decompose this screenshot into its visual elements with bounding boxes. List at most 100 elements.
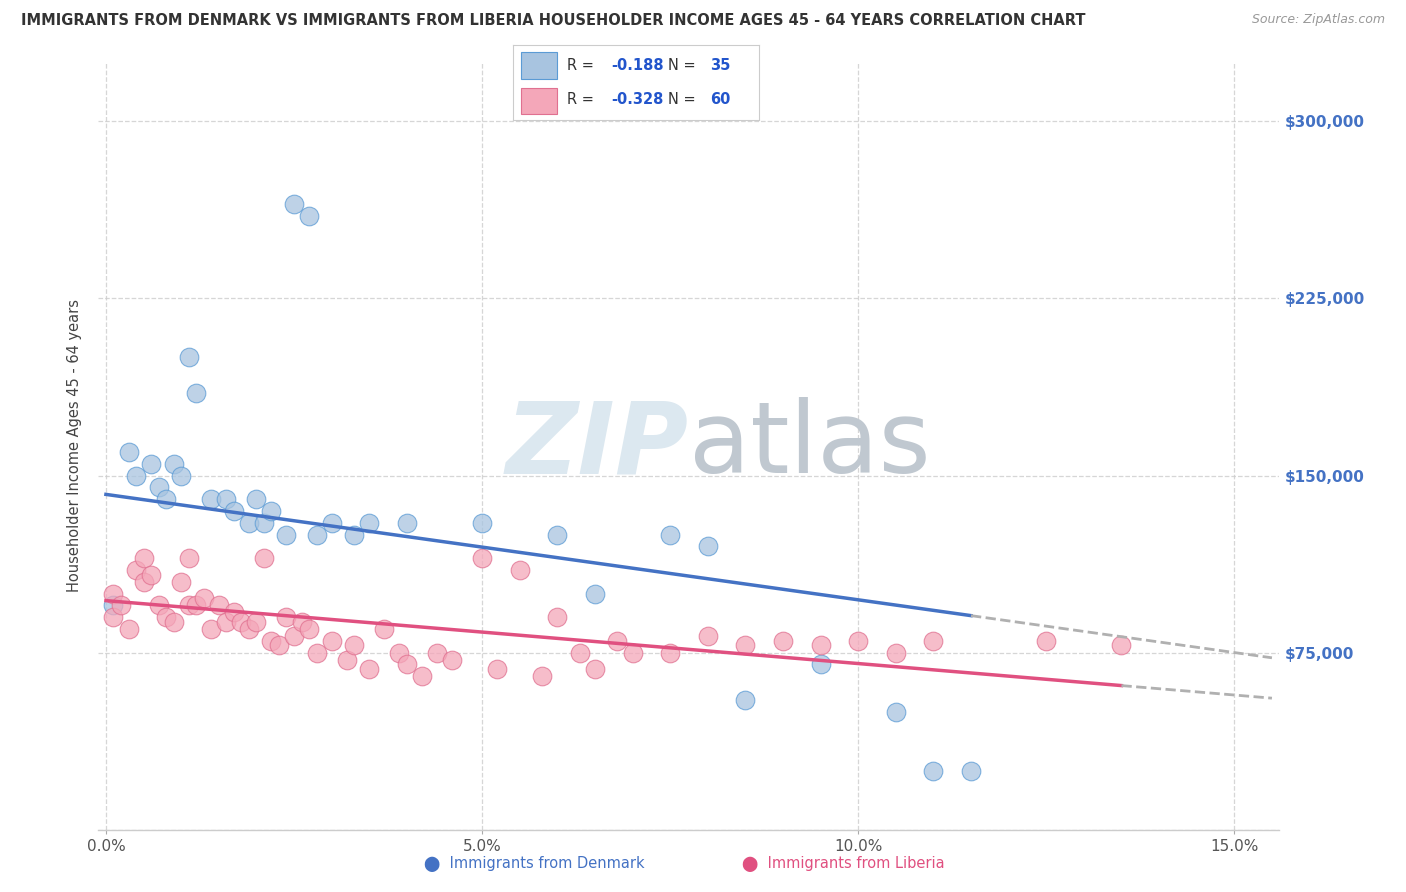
- Point: [155, 492, 177, 507]
- Text: atlas: atlas: [689, 398, 931, 494]
- Point: [486, 662, 509, 676]
- Point: [177, 599, 200, 613]
- Point: [193, 591, 215, 606]
- Text: N =: N =: [668, 92, 700, 107]
- Point: [305, 527, 328, 541]
- Point: [922, 764, 945, 778]
- Point: [208, 599, 231, 613]
- Point: [305, 646, 328, 660]
- Point: [846, 633, 869, 648]
- Point: [222, 504, 245, 518]
- Point: [163, 457, 186, 471]
- Point: [276, 610, 298, 624]
- Point: [531, 669, 554, 683]
- Point: [117, 622, 139, 636]
- Point: [103, 599, 125, 613]
- Point: [170, 468, 193, 483]
- Point: [546, 527, 568, 541]
- Point: [696, 539, 718, 553]
- Text: N =: N =: [668, 58, 700, 73]
- Point: [810, 657, 832, 672]
- Point: [139, 567, 162, 582]
- Point: [884, 646, 907, 660]
- Text: ZIP: ZIP: [506, 398, 689, 494]
- Text: ⬤  Immigrants from Liberia: ⬤ Immigrants from Liberia: [742, 856, 945, 872]
- Point: [139, 457, 162, 471]
- Point: [440, 652, 463, 666]
- Point: [772, 633, 794, 648]
- Point: [148, 599, 170, 613]
- Point: [343, 639, 366, 653]
- Point: [215, 615, 238, 629]
- Point: [960, 764, 983, 778]
- Point: [359, 516, 381, 530]
- Point: [245, 615, 267, 629]
- Point: [343, 527, 366, 541]
- Bar: [520, 52, 557, 78]
- Point: [200, 622, 222, 636]
- Point: [395, 657, 418, 672]
- Point: [110, 599, 132, 613]
- Point: [222, 606, 245, 620]
- Point: [471, 551, 494, 566]
- Point: [336, 652, 359, 666]
- Point: [321, 516, 343, 530]
- Point: [200, 492, 222, 507]
- Bar: [520, 87, 557, 114]
- Point: [170, 574, 193, 589]
- Point: [606, 633, 628, 648]
- Point: [298, 209, 321, 223]
- Point: [509, 563, 531, 577]
- Point: [231, 615, 253, 629]
- Point: [696, 629, 718, 643]
- Point: [132, 574, 155, 589]
- Point: [245, 492, 267, 507]
- Point: [810, 639, 832, 653]
- Point: [125, 563, 148, 577]
- Point: [260, 504, 283, 518]
- Point: [426, 646, 449, 660]
- Point: [186, 385, 208, 400]
- Point: [186, 599, 208, 613]
- Point: [1035, 633, 1057, 648]
- Text: 60: 60: [710, 92, 730, 107]
- Point: [471, 516, 494, 530]
- Point: [395, 516, 418, 530]
- Point: [546, 610, 568, 624]
- Point: [163, 615, 186, 629]
- Point: [260, 633, 283, 648]
- Point: [238, 516, 260, 530]
- Text: R =: R =: [567, 92, 599, 107]
- Text: -0.328: -0.328: [612, 92, 664, 107]
- Text: 35: 35: [710, 58, 730, 73]
- Point: [659, 527, 682, 541]
- Point: [155, 610, 177, 624]
- Point: [583, 662, 606, 676]
- Point: [267, 639, 290, 653]
- Point: [321, 633, 343, 648]
- Point: [103, 610, 125, 624]
- Point: [884, 705, 907, 719]
- Text: ⬤  Immigrants from Denmark: ⬤ Immigrants from Denmark: [425, 856, 644, 872]
- Point: [238, 622, 260, 636]
- Text: IMMIGRANTS FROM DENMARK VS IMMIGRANTS FROM LIBERIA HOUSEHOLDER INCOME AGES 45 - : IMMIGRANTS FROM DENMARK VS IMMIGRANTS FR…: [21, 13, 1085, 29]
- Point: [103, 586, 125, 600]
- Point: [359, 662, 381, 676]
- Point: [298, 622, 321, 636]
- Point: [283, 629, 305, 643]
- Point: [1111, 639, 1133, 653]
- Point: [568, 646, 591, 660]
- Point: [177, 551, 200, 566]
- Point: [177, 351, 200, 365]
- Point: [411, 669, 433, 683]
- Point: [253, 551, 276, 566]
- Point: [734, 639, 756, 653]
- Point: [148, 480, 170, 494]
- Point: [659, 646, 682, 660]
- Point: [117, 445, 139, 459]
- Point: [373, 622, 395, 636]
- Point: [215, 492, 238, 507]
- Point: [290, 615, 312, 629]
- Point: [621, 646, 644, 660]
- Point: [276, 527, 298, 541]
